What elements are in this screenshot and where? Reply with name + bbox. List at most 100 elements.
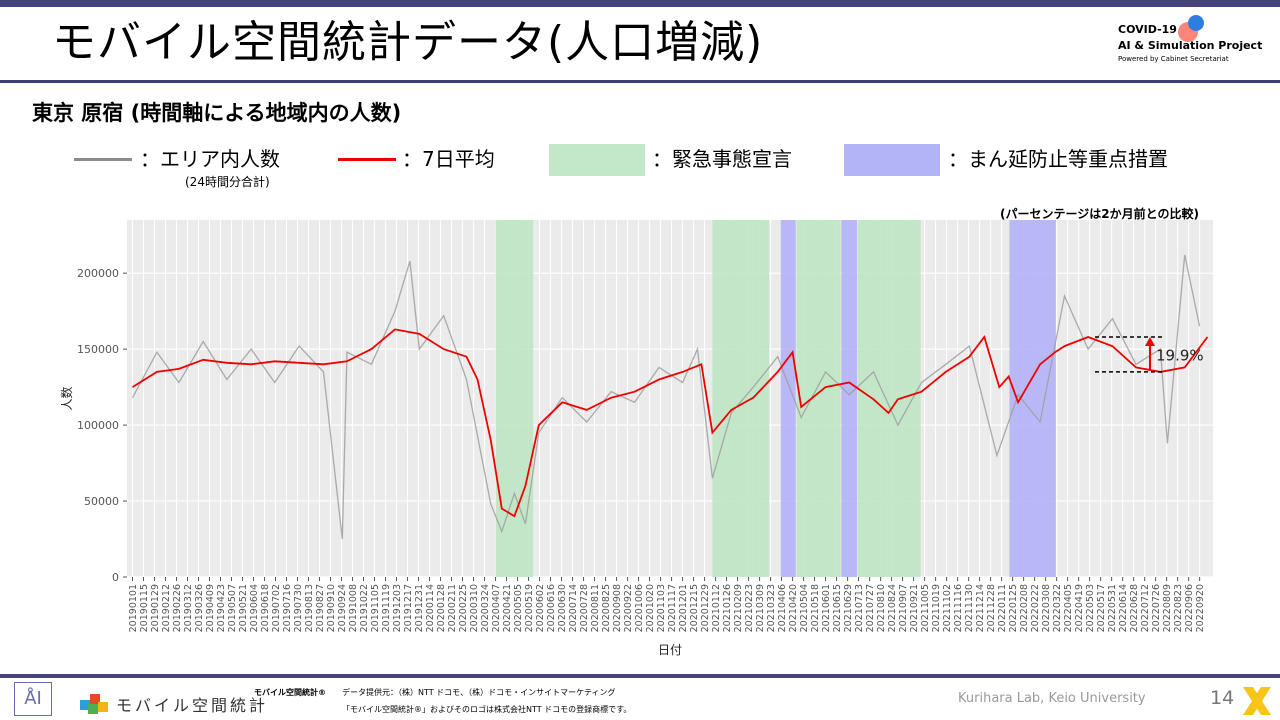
x-tick-label: 20220823 xyxy=(1173,584,1184,632)
footer-trademark: モバイル空間統計® xyxy=(254,688,326,697)
x-tick-label: 20210112 xyxy=(711,584,722,632)
percent-change-label: 19.9% xyxy=(1156,346,1204,364)
x-tick-label: 20200728 xyxy=(579,584,590,632)
x-tick-label: 20210309 xyxy=(755,584,766,632)
x-tick-label: 20210810 xyxy=(876,584,887,632)
x-tick-label: 20210126 xyxy=(722,584,733,632)
x-tick-label: 20200421 xyxy=(502,584,513,632)
cross-logo-icon xyxy=(1243,687,1271,715)
x-tick-label: 20201201 xyxy=(678,584,689,632)
x-tick-label: 20190226 xyxy=(172,584,183,632)
x-tick-label: 20201020 xyxy=(645,584,656,632)
x-tick-label: 20190730 xyxy=(293,584,304,632)
x-tick-label: 20211214 xyxy=(975,584,986,632)
legend-blue-box-icon xyxy=(844,144,940,176)
change-arrow-head-icon xyxy=(1145,336,1155,346)
project-logo: COVID-19 AI & Simulation Project Powered… xyxy=(1118,15,1274,64)
legend-blue-label: ：まん延防止等重点措置 xyxy=(948,147,1168,171)
x-tick-label: 20211116 xyxy=(953,584,964,632)
x-tick-label: 20191022 xyxy=(359,584,370,632)
population-line-chart: 0 50000 100000 150000 200000 20190101 20190115… xyxy=(59,220,1213,657)
x-tick-label: 20200211 xyxy=(447,584,458,632)
y-tick-label: 200000 xyxy=(77,267,119,280)
page-number: 14 xyxy=(1210,687,1235,709)
x-tick-label: 20210907 xyxy=(898,584,909,632)
priority-period-band xyxy=(780,220,796,577)
priority-period-band xyxy=(841,220,858,577)
x-axis-title: 日付 xyxy=(658,643,682,657)
footer-divider xyxy=(0,674,1280,678)
legend-gray-label: ：エリア内人数 xyxy=(140,147,280,171)
x-tick-label: 20210601 xyxy=(821,584,832,632)
y-tick-label: 150000 xyxy=(77,343,119,356)
emergency-period-band xyxy=(857,220,921,577)
x-tick-label: 20210713 xyxy=(854,584,865,632)
x-tick-label: 20200114 xyxy=(425,584,436,632)
x-tick-label: 20211019 xyxy=(931,584,942,632)
emergency-period-band xyxy=(495,220,534,577)
x-tick-label: 20201215 xyxy=(689,584,700,632)
legend-green-box-icon xyxy=(549,144,645,176)
x-tick-label: 20190101 xyxy=(128,584,139,632)
x-tick-label: 20211005 xyxy=(920,584,931,632)
x-tick-label: 20201103 xyxy=(656,584,667,632)
x-tick-label: 20190409 xyxy=(205,584,216,632)
x-tick-label: 20200811 xyxy=(590,584,601,632)
legend-green-label: ：緊急事態宣言 xyxy=(652,147,792,171)
page-title: モバイル空間統計データ(人口増減) xyxy=(52,17,764,68)
x-tick-label: 20201229 xyxy=(700,584,711,632)
percent-note: (パーセンテージは2か月前との比較) xyxy=(1000,207,1199,221)
emergency-period-band xyxy=(796,220,841,577)
x-tick-label: 20210615 xyxy=(832,584,843,632)
x-tick-label: 20200602 xyxy=(535,584,546,632)
x-tick-label: 20220222 xyxy=(1030,584,1041,632)
x-tick-label: 20191231 xyxy=(414,584,425,632)
x-tick-label: 20220111 xyxy=(997,584,1008,632)
x-tick-label: 20201117 xyxy=(667,584,678,632)
x-tick-label: 20210921 xyxy=(909,584,920,632)
project-line2: AI & Simulation Project xyxy=(1118,39,1263,52)
x-tick-label: 20220920 xyxy=(1195,584,1206,632)
project-line1: COVID-19 xyxy=(1118,23,1177,36)
x-tick-label: 20200922 xyxy=(623,584,634,632)
x-tick-label: 20220712 xyxy=(1140,584,1151,632)
x-tick-label: 20191119 xyxy=(381,584,392,632)
x-tick-label: 20200908 xyxy=(612,584,623,632)
legend-red-label: ：7日平均 xyxy=(402,147,495,171)
x-tick-label: 20220503 xyxy=(1085,584,1096,632)
mobile-stats-logo-icon xyxy=(80,694,108,714)
x-tick-label: 20220809 xyxy=(1162,584,1173,632)
x-tick-label: 20220726 xyxy=(1151,584,1162,632)
x-tick-label: 20220531 xyxy=(1107,584,1118,632)
x-tick-label: 20211102 xyxy=(942,584,953,632)
x-tick-label: 20200324 xyxy=(480,584,491,632)
x-tick-label: 20210406 xyxy=(777,584,788,632)
footer-data-source: データ提供元：（株）NTT ドコモ、（株）ドコモ・インサイトマーケティング xyxy=(342,688,616,697)
x-tick-label: 20190702 xyxy=(271,584,282,632)
x-tick-label: 20210518 xyxy=(810,584,821,632)
x-tick-label: 20200407 xyxy=(491,584,502,632)
x-tick-label: 20220906 xyxy=(1184,584,1195,632)
x-tick-label: 20220125 xyxy=(1008,584,1019,632)
lab-logo-icon: ÅI xyxy=(14,682,52,716)
x-tick-label: 20190618 xyxy=(260,584,271,632)
legend-gray-line-icon xyxy=(74,158,132,161)
x-tick-label: 20220517 xyxy=(1096,584,1107,632)
x-tick-label: 20210824 xyxy=(887,584,898,632)
x-tick-label: 20190312 xyxy=(183,584,194,632)
x-tick-label: 20200630 xyxy=(557,584,568,632)
x-tick-label: 20200714 xyxy=(568,584,579,632)
x-tick-label: 20220405 xyxy=(1063,584,1074,632)
x-tick-label: 20210209 xyxy=(733,584,744,632)
chart-subtitle: 東京 原宿 (時間軸による地域内の人数) xyxy=(32,101,402,125)
x-tick-label: 20220614 xyxy=(1118,584,1129,632)
emergency-period-band xyxy=(712,220,770,577)
legend-red-line-icon xyxy=(338,158,396,161)
x-tick-label: 20210223 xyxy=(744,584,755,632)
x-tick-label: 20210323 xyxy=(766,584,777,632)
x-tick-label: 20220419 xyxy=(1074,584,1085,632)
x-tick-label: 20190507 xyxy=(227,584,238,632)
x-tick-label: 20190827 xyxy=(315,584,326,632)
x-tick-label: 20220322 xyxy=(1052,584,1063,632)
y-tick-label: 50000 xyxy=(84,495,119,508)
